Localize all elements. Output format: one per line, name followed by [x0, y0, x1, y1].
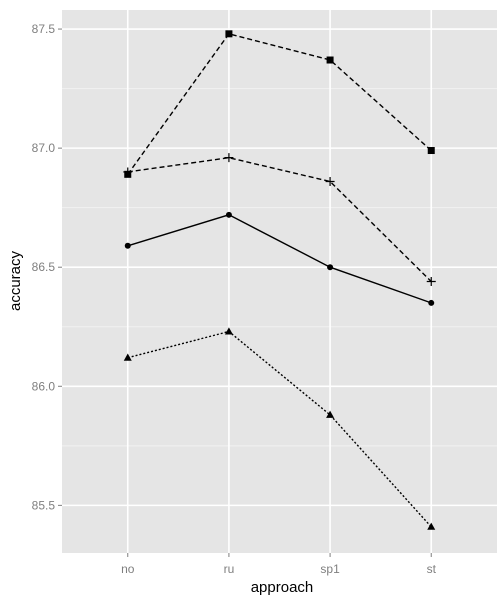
- y-tick-label: 85.5: [32, 498, 56, 512]
- series-layer: [123, 30, 436, 530]
- y-axis-title: accuracy: [7, 250, 24, 311]
- x-axis: no ru sp1 st: [121, 553, 437, 576]
- major-gridlines: [62, 10, 497, 553]
- y-tick-label: 86.5: [32, 260, 56, 274]
- data-point-triangle: [427, 522, 436, 530]
- data-point-triangle: [123, 353, 132, 361]
- data-point-plus: [123, 167, 133, 177]
- data-point-circle: [428, 299, 435, 306]
- x-tick-label: sp1: [320, 562, 340, 576]
- x-axis-title: approach: [251, 579, 314, 596]
- data-point-plus: [426, 277, 436, 286]
- x-tick-label: no: [121, 562, 135, 576]
- data-point-circle: [124, 242, 131, 249]
- series-line: [127, 156, 432, 282]
- data-point-circle: [225, 211, 232, 218]
- data-point-plus: [224, 153, 234, 163]
- y-axis: 85.5 86.0 86.5 87.0 87.5: [32, 22, 62, 512]
- x-tick-label: ru: [224, 562, 235, 576]
- y-tick-label: 87.5: [32, 22, 56, 36]
- series-3: [124, 211, 435, 306]
- series-line: [127, 330, 432, 528]
- data-point-triangle: [224, 327, 233, 335]
- series-line: [127, 33, 432, 175]
- plot-panel: [62, 10, 497, 553]
- data-point-triangle: [326, 410, 335, 418]
- series-4: [123, 327, 436, 530]
- y-tick-label: 87.0: [32, 141, 56, 155]
- data-point-square: [427, 147, 435, 155]
- data-point-plus: [325, 176, 335, 186]
- x-tick-label: st: [427, 562, 437, 576]
- data-point-square: [326, 56, 334, 64]
- y-tick-label: 86.0: [32, 379, 56, 393]
- series-line: [127, 214, 432, 304]
- series-2: [123, 153, 436, 286]
- minor-gridlines: [62, 88, 497, 447]
- data-point-square: [225, 30, 233, 38]
- data-point-circle: [327, 264, 334, 271]
